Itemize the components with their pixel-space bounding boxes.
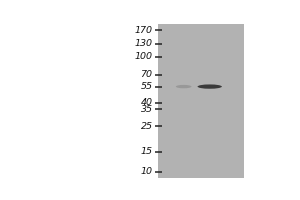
Text: 170: 170: [135, 26, 153, 35]
Text: 15: 15: [141, 147, 153, 156]
Text: 35: 35: [141, 105, 153, 114]
Text: 55: 55: [141, 82, 153, 91]
Bar: [158, 24, 244, 178]
Ellipse shape: [198, 84, 222, 89]
Text: 25: 25: [141, 122, 153, 131]
Text: 40: 40: [141, 98, 153, 107]
Text: 70: 70: [141, 70, 153, 79]
Text: 100: 100: [135, 52, 153, 61]
Text: 10: 10: [141, 167, 153, 176]
Ellipse shape: [176, 85, 191, 88]
Text: 130: 130: [135, 39, 153, 48]
